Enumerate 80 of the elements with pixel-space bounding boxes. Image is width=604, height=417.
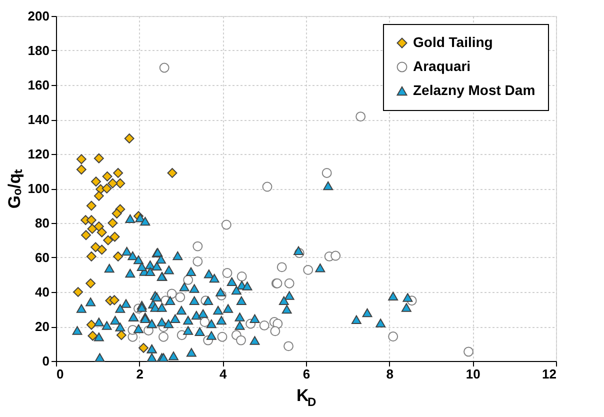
point [259,320,270,330]
x-tick-label: 4 [220,366,228,382]
point [138,342,148,353]
point [388,332,398,342]
y-tick-label: 40 [35,284,50,300]
point [94,153,104,164]
x-tick-label: 6 [302,366,310,382]
point [109,295,120,306]
point [94,190,104,201]
point [167,168,178,178]
point [103,235,114,246]
point [76,164,86,174]
legend-label: Zelazny Most Dam [413,82,536,98]
point [192,256,203,266]
point [90,242,101,252]
point [96,227,107,238]
point [108,178,118,188]
point [236,272,247,282]
x-tick-label: 0 [56,366,64,382]
y-tick-label: 60 [35,250,50,265]
x-tick-label: 10 [466,366,480,382]
point [108,218,118,228]
y-tick-label: 80 [35,216,50,230]
point [356,112,366,122]
point [76,154,86,164]
y-tick-label: 200 [28,8,50,24]
point [175,292,186,302]
point [115,178,126,188]
x-tick-label: 12 [542,366,556,382]
point [73,287,84,297]
point [102,171,112,182]
point [183,274,194,285]
point [222,268,232,278]
point [464,346,474,357]
point [284,341,294,352]
point [86,215,96,226]
y-tick-label: 100 [28,181,50,196]
point [94,221,104,232]
point [86,278,96,288]
point [86,200,96,211]
point [221,220,232,230]
point [262,182,272,192]
y-tick-label: 20 [35,319,50,334]
point [112,208,122,218]
point [192,241,203,252]
point [110,232,120,242]
point [91,176,101,187]
point [303,264,314,275]
y-tick-label: 140 [28,112,50,127]
x-tick-label: 8 [386,366,394,382]
point [81,230,91,240]
y-axis-title: Gₒ/qₜ [4,168,24,209]
point [86,251,96,262]
point [116,330,126,340]
point [284,278,294,288]
point [236,335,246,346]
point [270,326,280,336]
point [87,224,98,234]
point [158,332,168,342]
legend-label: Araquari [413,58,471,74]
legend-label: Gold Tailing [413,34,493,50]
point [330,250,341,261]
point [159,62,170,73]
point [86,320,96,330]
point [113,168,124,178]
point [217,332,228,342]
point [276,262,287,272]
x-tick-label: 2 [136,366,144,382]
point [88,330,98,341]
y-tick-label: 0 [42,354,50,368]
y-tick-label: 180 [28,43,50,58]
point [200,317,210,327]
point [113,251,124,262]
point [322,168,332,178]
point [96,244,107,255]
point [102,184,112,194]
y-tick-label: 120 [28,146,50,162]
point [124,134,134,144]
y-tick-label: 160 [28,78,50,92]
point [166,288,177,299]
